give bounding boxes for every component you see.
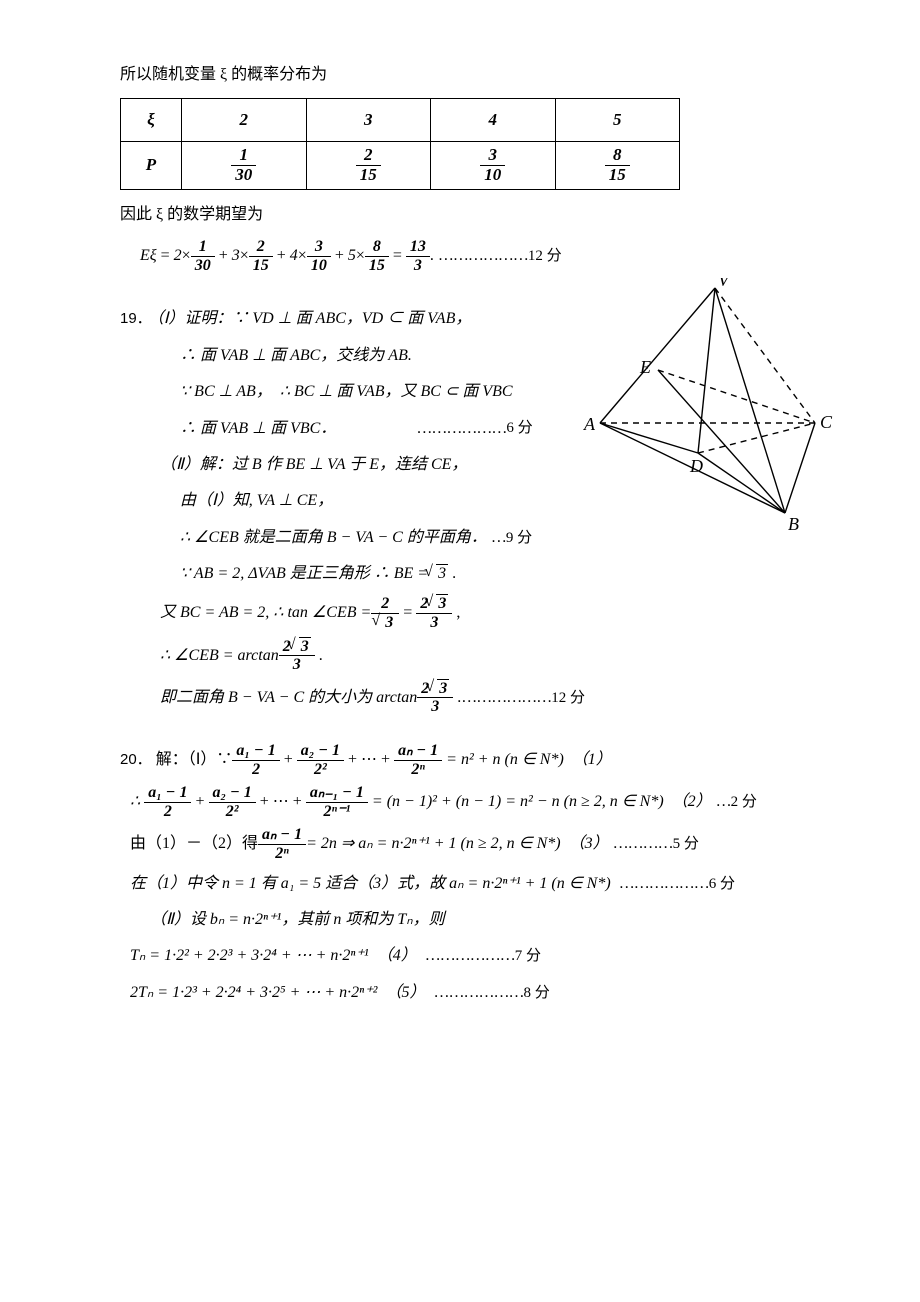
q19-line: 即二面角 B − VA − C 的大小为 arctan 233 .………………1… (160, 680, 840, 716)
table-header-xi: ξ (121, 99, 182, 142)
q19-line: ∴ ∠CEB = arctan 233 . (160, 638, 840, 674)
q20-line: 在（1）中令 n = 1 有 a₁ = 5 适合（3）式，故 aₙ = n·2ⁿ… (130, 869, 840, 899)
expectation-equation: Eξ = 2×130 + 3×215 + 4×310 + 5×815 = 133… (140, 238, 840, 274)
table-cell: 310 (431, 142, 556, 189)
fig-label-c: C (820, 412, 833, 432)
fig-label-d: D (689, 456, 703, 476)
table-cell: 215 (306, 142, 431, 189)
fig-label-v: V (718, 278, 731, 290)
table-row: P 130 215 310 815 (121, 142, 680, 189)
fig-label-a: A (583, 414, 596, 434)
probability-table: ξ 2 3 4 5 P 130 215 310 815 (120, 98, 680, 189)
table-header-p: P (121, 142, 182, 189)
dist-intro-text: 所以随机变量 ξ 的概率分布为 (120, 60, 840, 90)
fig-label-e: E (639, 357, 651, 377)
expectation-intro: 因此 ξ 的数学期望为 (120, 200, 840, 230)
table-cell: 2 (182, 99, 307, 142)
q20-line: ∴ a₁ − 12 + a₂ − 12² + ⋯ + aₙ₋₁ − 12ⁿ⁻¹ … (130, 784, 840, 820)
table-cell: 4 (431, 99, 556, 142)
q20-line: （Ⅱ）设 bₙ = n·2ⁿ⁺¹，其前 n 项和为 Tₙ，则 (150, 905, 840, 935)
table-cell: 5 (555, 99, 680, 142)
q19-line: ∴ 面 VAB ⊥ 面 VBC． ………………6 分 (180, 414, 560, 444)
table-cell: 815 (555, 142, 680, 189)
q20-line: 由（1）－（2）得 aₙ − 12ⁿ = 2n ⇒ aₙ = n·2ⁿ⁺¹ + … (130, 826, 840, 862)
q20-line: 20．解：（Ⅰ）∵ a₁ − 12 + a₂ − 12² + ⋯ + aₙ − … (120, 742, 840, 778)
table-cell: 130 (182, 142, 307, 189)
fig-label-b: B (788, 514, 799, 534)
q20-line: Tₙ = 1·2² + 2·2³ + 3·2⁴ + ⋯ + n·2ⁿ⁺¹ （4）… (130, 941, 840, 971)
q19-line: 又 BC = AB = 2, ∴ tan ∠CEB = 23 = 233 , (160, 595, 840, 631)
q20-line: 2Tₙ = 1·2³ + 2·2⁴ + 3·2⁵ + ⋯ + n·2ⁿ⁺² （5… (130, 978, 840, 1008)
geometry-figure: V E A C D B (570, 278, 840, 538)
q19-line: ∵ AB = 2, ΔVAB 是正三角形 ∴ BE = 3 . (180, 559, 840, 589)
table-row: ξ 2 3 4 5 (121, 99, 680, 142)
table-cell: 3 (306, 99, 431, 142)
q19-line: ∴ ∠CEB 就是二面角 B − VA − C 的平面角． …9 分 (180, 523, 560, 553)
